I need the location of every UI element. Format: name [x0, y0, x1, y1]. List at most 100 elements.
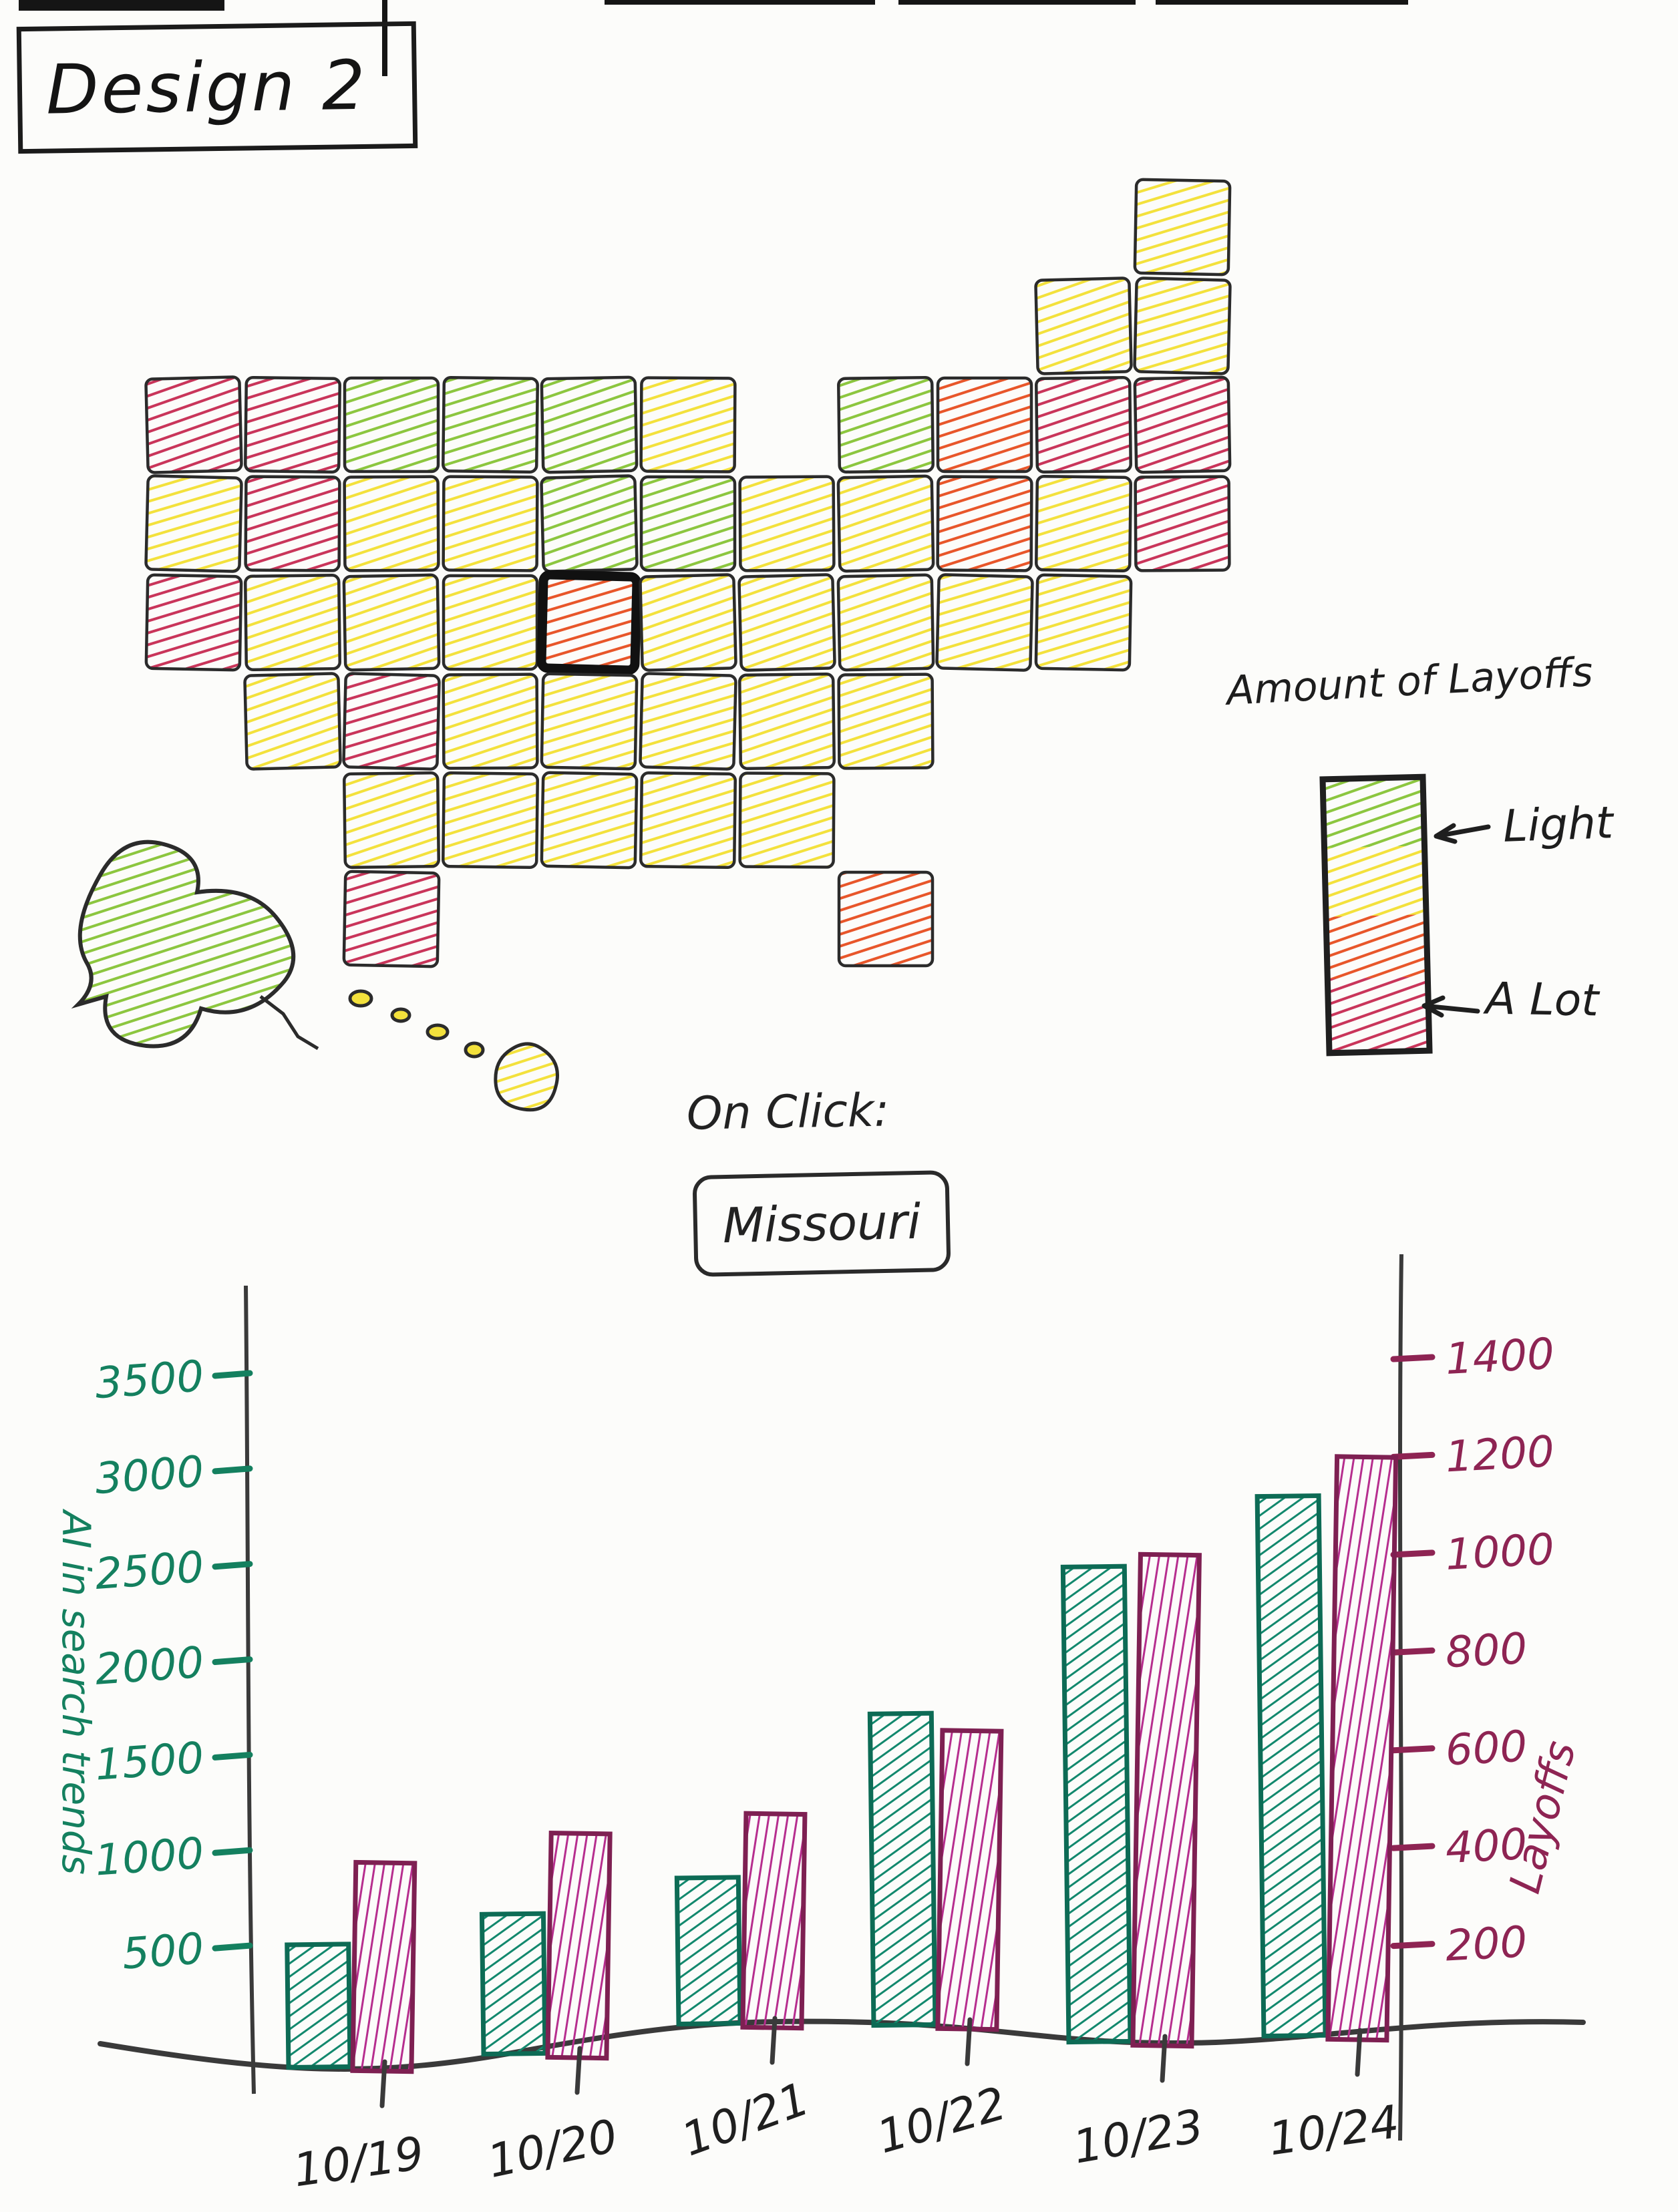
state-tile-north-dakota[interactable]	[442, 376, 539, 474]
left-axis-tick-label: 2000	[94, 1638, 206, 1695]
x-axis-tick	[1355, 2028, 1363, 2077]
state-tile-texas[interactable]	[342, 870, 441, 968]
hawaii-island	[348, 989, 373, 1008]
state-tile-oregon[interactable]	[144, 474, 243, 573]
state-tile-alabama[interactable]	[639, 771, 737, 869]
right-axis-tick	[1390, 1941, 1436, 1950]
dual-axis-bar-chart: 3500 3000 2500 2000 1500 1000 500 1400 1200 1000 8…	[94, 1254, 1586, 2197]
right-axis-tick	[1390, 1745, 1436, 1754]
state-tile-michigan[interactable]	[837, 376, 935, 474]
legend-segment-a_lot	[1327, 976, 1430, 1053]
state-tile-florida[interactable]	[837, 870, 935, 968]
state-tile-utah[interactable]	[244, 574, 341, 671]
bar-ai-trends-10/23	[1060, 1563, 1133, 2045]
state-tile-massachusetts[interactable]	[1133, 375, 1232, 474]
x-axis-tick	[1160, 2034, 1168, 2083]
state-tile-illinois[interactable]	[639, 475, 737, 572]
state-tile-west-virginia[interactable]	[737, 573, 836, 672]
left-axis-tick-label: 500	[121, 1924, 206, 1979]
bar-ai-trends-10/21	[674, 1875, 743, 2027]
state-tile-idaho[interactable]	[244, 376, 341, 474]
state-tile-rhode-island[interactable]	[1035, 376, 1132, 474]
bar-layoffs-10/21	[740, 1811, 808, 2031]
x-axis-date-label: 10/20	[483, 2110, 622, 2189]
state-tile-indiana[interactable]	[738, 475, 836, 572]
state-tile-arkansas[interactable]	[540, 672, 639, 771]
state-tile-south-carolina[interactable]	[837, 673, 935, 770]
state-tile-vermont[interactable]	[1034, 276, 1133, 375]
state-tile-kansas[interactable]	[442, 673, 539, 770]
layoffs-legend-bar	[1319, 773, 1433, 1057]
state-tile-hawaii[interactable]	[348, 989, 559, 1112]
x-axis-date-label: 10/21	[675, 2072, 816, 2167]
legend-segment-heavy	[1326, 914, 1428, 979]
bar-ai-trends-10/20	[479, 1911, 548, 2057]
bar-layoffs-10/24	[1325, 1454, 1399, 2043]
right-axis-line	[1398, 1254, 1403, 2141]
right-axis-tick	[1390, 1451, 1436, 1460]
hawaii-island	[464, 1041, 485, 1059]
state-tile-wyoming[interactable]	[343, 475, 440, 572]
state-tile-wisconsin[interactable]	[639, 376, 737, 474]
scan-artifact	[382, 0, 387, 76]
state-tile-maine[interactable]	[1133, 178, 1232, 276]
state-tile-oklahoma[interactable]	[343, 771, 440, 869]
legend-segment-light	[1323, 777, 1425, 848]
state-tile-ohio[interactable]	[836, 474, 935, 573]
right-axis-tick-label: 400	[1444, 1820, 1528, 1873]
left-axis-tick-label: 3500	[94, 1352, 206, 1409]
state-tile-nevada[interactable]	[244, 475, 341, 572]
selected-state-box: Missouri	[692, 1169, 951, 1278]
selected-state-label: Missouri	[721, 1193, 922, 1254]
state-tile-minnesota[interactable]	[540, 375, 639, 474]
state-tile-georgia[interactable]	[738, 771, 836, 869]
state-tile-alaska[interactable]	[71, 840, 296, 1049]
state-tile-kentucky[interactable]	[639, 573, 737, 672]
state-tile-virginia[interactable]	[836, 573, 935, 672]
legend-light-arrow	[1434, 823, 1491, 844]
state-tile-connecticut[interactable]	[1134, 475, 1231, 572]
state-tile-delaware[interactable]	[1034, 573, 1133, 672]
right-axis-tick	[1390, 1354, 1436, 1362]
state-tile-new-hampshire[interactable]	[1133, 276, 1232, 375]
state-tile-louisiana[interactable]	[442, 771, 539, 869]
state-tile-montana[interactable]	[343, 376, 440, 474]
left-axis-tick	[212, 1942, 253, 1952]
state-tile-new-mexico[interactable]	[342, 672, 441, 771]
state-tile-north-carolina[interactable]	[738, 673, 836, 770]
legend-bar-outline	[1319, 773, 1433, 1057]
left-axis-tick-label: 3000	[94, 1447, 206, 1504]
state-tile-california[interactable]	[144, 573, 243, 672]
state-tile-iowa[interactable]	[540, 474, 639, 573]
us-map	[71, 178, 1232, 1112]
state-tile-south-dakota[interactable]	[442, 475, 539, 572]
left-axis-title: AI in search trends	[53, 1511, 99, 1875]
left-axis-tick	[212, 1751, 253, 1761]
x-axis-date-label: 10/23	[1069, 2100, 1208, 2175]
left-axis-line	[244, 1285, 256, 2094]
state-tile-maryland[interactable]	[935, 573, 1034, 672]
x-axis-tick	[965, 2017, 973, 2066]
left-axis-tick	[212, 1656, 253, 1666]
x-axis-tick	[379, 2059, 387, 2108]
scan-artifact	[19, 0, 224, 11]
state-tile-new-jersey[interactable]	[1035, 475, 1132, 572]
state-tile-missouri[interactable]	[536, 570, 642, 675]
bar-layoffs-10/19	[350, 1859, 417, 2074]
right-axis-tick-label: 1000	[1444, 1525, 1556, 1580]
x-axis-date-label: 10/24	[1265, 2096, 1402, 2167]
bar-ai-trends-10/22	[867, 1710, 938, 2028]
state-tile-colorado[interactable]	[342, 573, 441, 672]
state-tile-nebraska[interactable]	[442, 574, 539, 671]
right-axis-tick	[1390, 1843, 1436, 1851]
left-axis-tick-label: 1500	[94, 1734, 206, 1791]
state-tile-tennessee[interactable]	[639, 672, 737, 771]
state-tile-washington[interactable]	[144, 375, 243, 474]
left-axis-tick-label: 2500	[94, 1543, 206, 1600]
state-tile-pennsylvania[interactable]	[936, 475, 1033, 572]
right-axis-tick-label: 1400	[1444, 1330, 1556, 1385]
left-axis-tick-label: 1000	[94, 1829, 206, 1885]
state-tile-new-york[interactable]	[936, 376, 1033, 474]
state-tile-mississippi[interactable]	[540, 771, 639, 870]
state-tile-arizona[interactable]	[243, 672, 342, 771]
